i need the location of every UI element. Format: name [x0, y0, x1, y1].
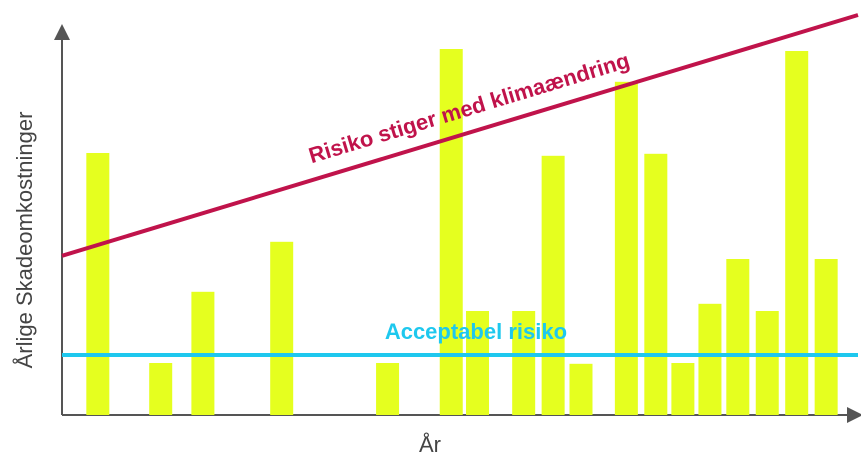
bar	[785, 51, 809, 415]
bar	[755, 311, 779, 415]
bar	[512, 311, 536, 415]
line-label: Risiko stiger med klimaændring	[306, 48, 633, 169]
y-axis-label: Årlige Skadeomkostninger	[12, 112, 37, 369]
bar	[698, 303, 722, 415]
x-axis-label: År	[419, 432, 441, 457]
bar	[814, 259, 838, 415]
bar	[614, 81, 638, 416]
bar	[671, 363, 695, 415]
bar	[569, 363, 593, 415]
bar	[644, 153, 668, 416]
bar	[270, 241, 294, 415]
bar	[149, 363, 173, 415]
bar	[86, 153, 110, 415]
bar	[726, 259, 750, 415]
bar	[541, 155, 565, 416]
line	[61, 13, 859, 258]
line-label: Acceptabel risiko	[385, 319, 567, 344]
bar	[466, 311, 490, 415]
bar	[376, 363, 400, 415]
